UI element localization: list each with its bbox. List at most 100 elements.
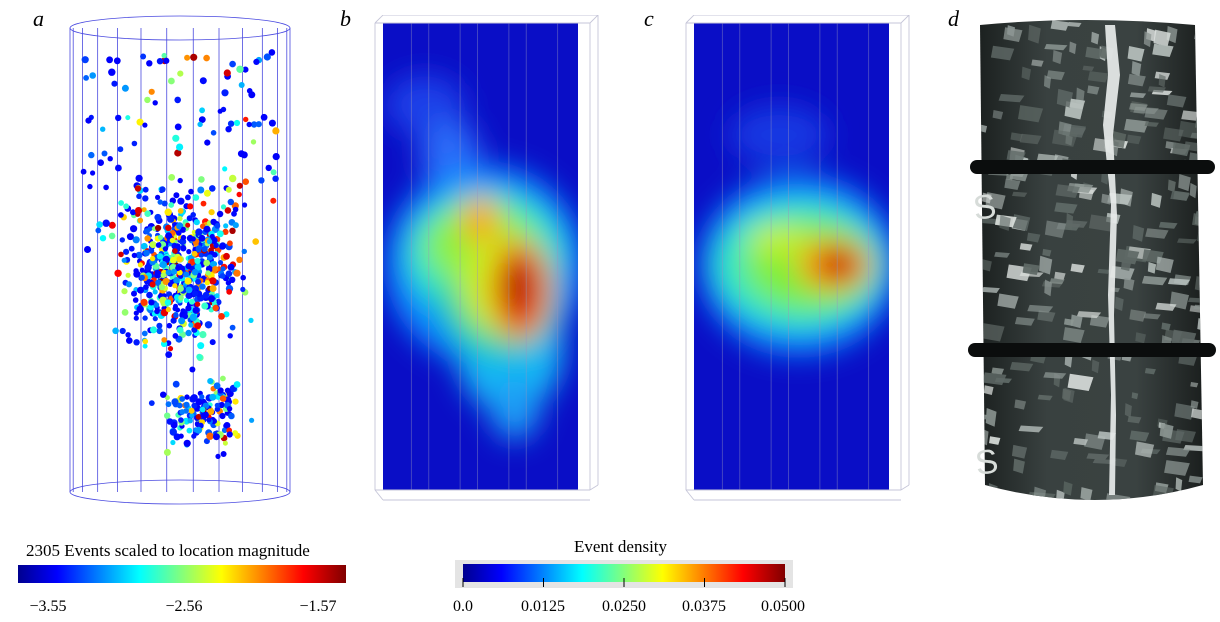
rock-grain <box>1089 314 1110 328</box>
event-point <box>183 271 190 278</box>
event-point <box>225 270 233 278</box>
event-point <box>136 118 144 126</box>
event-point <box>180 234 187 241</box>
event-point <box>227 240 233 247</box>
event-point <box>171 398 179 406</box>
rock-grain <box>1063 318 1074 326</box>
rock-grain <box>1006 173 1014 181</box>
event-point <box>199 283 206 290</box>
rock-grain <box>1027 304 1054 313</box>
box-edge <box>900 15 910 24</box>
sample-marking-s: S <box>971 187 999 228</box>
rock-grain <box>981 286 1000 294</box>
event-point <box>250 139 257 145</box>
event-point <box>240 286 246 292</box>
colorbar-magnitude-title: 2305 Events scaled to location magnitude <box>26 541 310 560</box>
rock-grain <box>1073 437 1089 446</box>
event-point <box>204 321 213 329</box>
event-point <box>85 117 92 124</box>
event-point <box>223 422 231 429</box>
rock-grain <box>1065 220 1088 228</box>
rock-grain <box>992 110 1004 120</box>
event-point <box>213 382 221 390</box>
event-point <box>114 269 122 277</box>
event-point <box>175 265 181 271</box>
event-point <box>137 286 144 294</box>
rock-grain <box>1076 311 1102 319</box>
event-point <box>203 189 211 197</box>
event-point <box>253 58 260 65</box>
event-point <box>173 192 180 199</box>
colorbar-density-tick-4: 0.0500 <box>761 598 805 615</box>
event-point <box>272 153 280 161</box>
fracture-band <box>1103 25 1120 495</box>
panel-label-d: d <box>948 6 959 31</box>
rock-grain <box>1111 506 1123 515</box>
event-point <box>142 315 148 321</box>
event-point <box>199 331 207 339</box>
box-edge <box>900 484 910 491</box>
event-point <box>209 339 216 346</box>
event-point <box>188 188 194 195</box>
rock-grain <box>1086 453 1110 460</box>
event-point <box>156 322 163 329</box>
event-point <box>220 451 227 457</box>
event-point <box>240 274 246 281</box>
event-point <box>149 281 156 288</box>
rock-grain <box>1091 31 1100 45</box>
event-point <box>125 332 131 338</box>
event-point <box>189 298 195 305</box>
event-point <box>133 268 139 274</box>
rock-grain <box>1070 263 1085 273</box>
event-point <box>232 206 239 213</box>
event-point <box>118 251 124 258</box>
event-point <box>143 228 150 235</box>
event-point <box>88 151 95 159</box>
event-point <box>172 248 178 254</box>
event-point <box>121 288 128 295</box>
event-point <box>229 324 236 331</box>
rock-grain <box>1084 503 1099 510</box>
event-point <box>249 417 255 423</box>
rock-grain <box>1124 403 1132 418</box>
event-point <box>121 257 127 263</box>
event-point <box>159 186 166 193</box>
event-point <box>121 84 129 92</box>
rock-grain <box>1062 327 1085 343</box>
event-point <box>204 280 210 286</box>
event-point <box>125 115 131 121</box>
event-point <box>260 113 268 121</box>
event-point <box>170 439 176 446</box>
event-point <box>168 77 175 85</box>
event-point <box>136 305 144 313</box>
event-point <box>195 278 202 285</box>
rock-grain <box>1152 43 1174 57</box>
event-point <box>199 394 205 400</box>
rock-grain <box>1067 373 1094 392</box>
rock-grain <box>1129 309 1147 322</box>
rock-grain <box>1006 150 1026 162</box>
event-point <box>224 207 232 214</box>
event-point <box>156 253 164 260</box>
event-point <box>80 168 87 175</box>
event-point <box>216 230 224 238</box>
event-point <box>87 183 93 190</box>
event-point <box>176 256 183 263</box>
rock-grain <box>1067 22 1082 28</box>
rock-grain <box>1163 127 1184 142</box>
rock-sample-photo: S S <box>968 20 1216 515</box>
rock-grain <box>1197 227 1203 245</box>
event-point <box>118 212 124 218</box>
rock-grain <box>1054 202 1078 214</box>
event-point <box>205 270 211 276</box>
rock-grain <box>998 93 1025 103</box>
event-point <box>236 191 242 198</box>
rock-grain <box>1014 399 1027 410</box>
event-point <box>268 119 276 127</box>
rock-grain <box>1164 460 1190 476</box>
event-point <box>219 395 227 402</box>
rock-grain <box>1166 94 1187 108</box>
event-point <box>156 327 163 335</box>
rock-grain <box>980 322 1005 342</box>
rock-grain <box>1161 322 1171 331</box>
